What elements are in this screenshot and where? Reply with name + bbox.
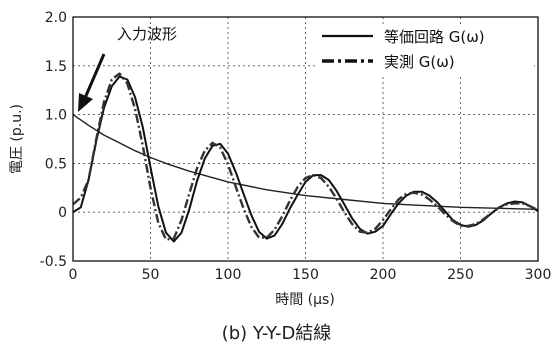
y-tick-label: 2.0 [45,10,67,26]
y-tick-label: 1.0 [45,108,67,124]
x-axis-label: 時間 (μs) [275,292,335,308]
legend-label-0: 等価回路 G(ω) [384,28,485,46]
y-tick-label: 0 [58,205,67,221]
x-tick-label: 50 [142,267,160,283]
x-tick-label: 200 [370,267,397,283]
series-line-2 [72,72,539,241]
series-line-1 [72,75,539,243]
legend: 等価回路 G(ω) 実測 G(ω) [315,25,534,77]
x-tick-label: 100 [215,267,242,283]
y-tick-label: -0.5 [40,254,67,270]
x-tick-label: 0 [69,267,78,283]
x-tick-label: 300 [525,267,552,283]
plot-frame [72,16,539,262]
tick-labels: 0 50 100 150 200 250 300-0.500.51.01.52.0 [40,10,552,283]
x-tick-label: 150 [292,267,319,283]
annotation-arrow-shaft [83,53,106,99]
y-tick-label: 0.5 [45,156,67,172]
annotation-arrow-head [78,93,93,112]
figure-caption: (b) Y-Y-D結線 [221,323,332,344]
y-tick-label: 1.5 [45,59,67,75]
series-line-0 [72,114,539,210]
y-axis-label: 電圧 (p.u.) [9,104,25,174]
legend-label-1: 実測 G(ω) [384,53,455,71]
annotation-label: 入力波形 [117,25,177,43]
plot-lines [72,72,539,243]
x-tick-label: 250 [447,267,474,283]
legend-box [315,25,534,77]
